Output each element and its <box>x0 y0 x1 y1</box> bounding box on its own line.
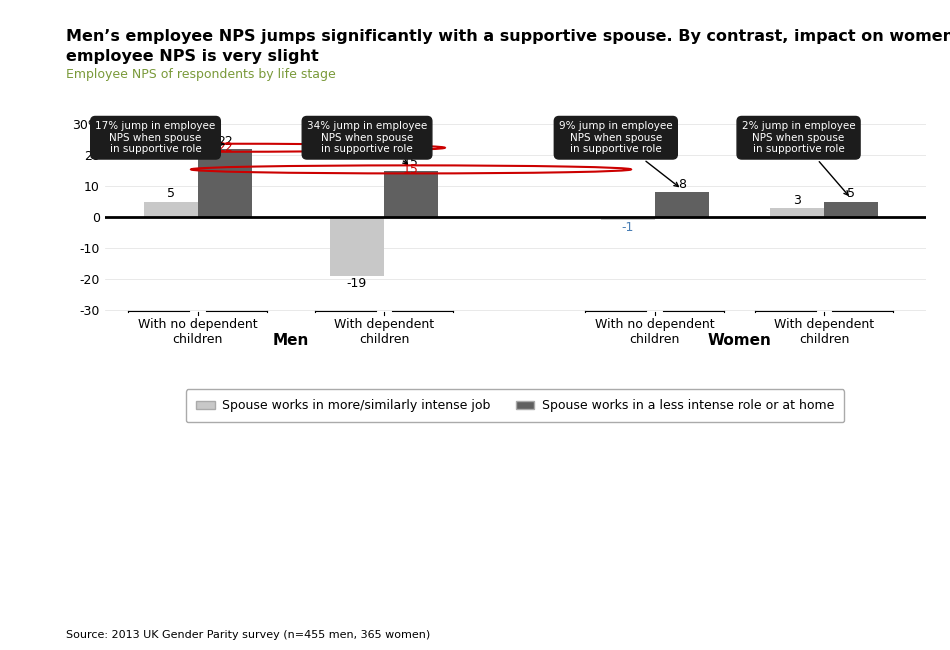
Text: -1: -1 <box>621 222 634 235</box>
Text: With no dependent
children: With no dependent children <box>595 318 714 346</box>
Text: 34% jump in employee
NPS when spouse
in supportive role: 34% jump in employee NPS when spouse in … <box>307 121 428 164</box>
Text: 15: 15 <box>403 163 419 176</box>
Text: 8: 8 <box>677 178 686 191</box>
Text: Men’s employee NPS jumps significantly with a supportive spouse. By contrast, im: Men’s employee NPS jumps significantly w… <box>66 29 950 44</box>
Text: 15: 15 <box>403 157 419 170</box>
Text: Men: Men <box>273 333 309 348</box>
Bar <box>143 202 198 217</box>
Bar <box>198 149 252 217</box>
Bar <box>600 217 655 220</box>
Text: 17% jump in employee
NPS when spouse
in supportive role: 17% jump in employee NPS when spouse in … <box>95 121 224 154</box>
Text: 22: 22 <box>217 135 233 148</box>
Bar <box>824 202 878 217</box>
Text: Women: Women <box>708 333 771 348</box>
Text: 3: 3 <box>793 194 801 207</box>
Text: 2% jump in employee
NPS when spouse
in supportive role: 2% jump in employee NPS when spouse in s… <box>742 121 855 195</box>
Text: 9% jump in employee
NPS when spouse
in supportive role: 9% jump in employee NPS when spouse in s… <box>559 121 678 187</box>
Bar <box>655 192 709 217</box>
Text: 5: 5 <box>167 187 175 200</box>
Text: With dependent
children: With dependent children <box>333 318 434 346</box>
Text: 5: 5 <box>847 187 855 200</box>
Text: Source: 2013 UK Gender Parity survey (n=455 men, 365 women): Source: 2013 UK Gender Parity survey (n=… <box>66 630 430 640</box>
Text: Employee NPS of respondents by life stage: Employee NPS of respondents by life stag… <box>66 68 336 81</box>
Text: With no dependent
children: With no dependent children <box>138 318 257 346</box>
Text: 22: 22 <box>217 141 233 154</box>
Legend: Spouse works in more/similarly intense job, Spouse works in a less intense role : Spouse works in more/similarly intense j… <box>186 389 845 422</box>
Text: employee NPS is very slight: employee NPS is very slight <box>66 49 319 64</box>
Bar <box>770 208 824 217</box>
Text: With dependent
children: With dependent children <box>774 318 874 346</box>
Bar <box>330 217 384 276</box>
Bar <box>384 171 438 217</box>
Text: -19: -19 <box>347 277 367 290</box>
